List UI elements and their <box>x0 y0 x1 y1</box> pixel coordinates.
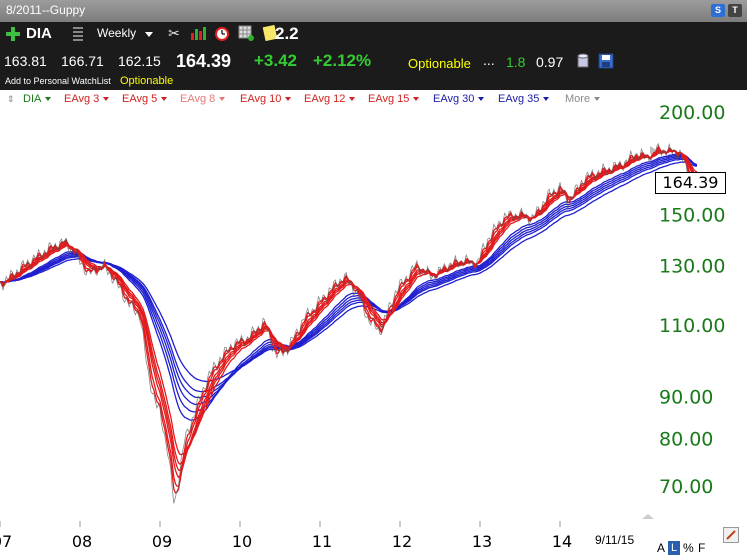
optionable-label: Optionable <box>408 56 471 71</box>
x-tick-label: 13 <box>472 532 492 551</box>
quote-change: +3.42 <box>254 51 298 70</box>
quote-low: 162.15 <box>118 53 161 69</box>
s-button[interactable]: S <box>711 4 725 17</box>
y-tick-label: 90.00 <box>659 386 713 408</box>
edit-pencil-icon[interactable] <box>723 527 739 543</box>
ratio-value: 2.2 <box>275 24 299 43</box>
y-tick-label: 110.00 <box>659 315 725 337</box>
study-eavg-35[interactable]: EAvg 35 <box>498 93 550 105</box>
price-line <box>0 142 698 504</box>
quote-high: 166.71 <box>61 53 104 69</box>
studies-legend: ⇕ DIA EAvg 3 EAvg 5 EAvg 8 EAvg 10 EAvg … <box>0 90 747 109</box>
short-ema-line <box>0 147 698 488</box>
y-tick-label: 150.00 <box>659 204 725 226</box>
study-eavg-12[interactable]: EAvg 12 <box>304 93 356 105</box>
price-marker-arrow-icon <box>650 146 656 154</box>
study-eavg-5[interactable]: EAvg 5 <box>122 93 168 105</box>
scale-option-l[interactable]: L <box>668 541 680 555</box>
x-tick-label: 11 <box>312 532 332 551</box>
long-ema-line <box>0 153 698 421</box>
y-axis: 200.00 150.00 130.00 110.00 90.00 80.00 70.00 <box>659 102 725 498</box>
study-eavg-10[interactable]: EAvg 10 <box>240 93 292 105</box>
x-tick-label: 12 <box>392 532 412 551</box>
window-title: 8/2011--Guppy <box>6 3 86 17</box>
value-green: 1.8 <box>506 54 526 70</box>
tools-icon[interactable]: ✂ <box>168 25 180 41</box>
study-dia[interactable]: DIA <box>23 93 52 105</box>
study-eavg-15[interactable]: EAvg 15 <box>368 93 420 105</box>
symbol-input[interactable]: DIA <box>26 25 52 42</box>
short-ema-line <box>0 149 698 479</box>
study-more[interactable]: More <box>565 93 601 105</box>
quote-last: 164.39 <box>176 51 232 71</box>
scroll-up-icon[interactable] <box>642 514 654 519</box>
price-line-group <box>0 142 700 504</box>
legend-grip-icon[interactable]: ⇕ <box>7 94 15 104</box>
y-tick-label: 130.00 <box>659 255 725 277</box>
x-tick-label: 08 <box>72 532 92 551</box>
short-ema-line <box>0 150 698 456</box>
database-icon[interactable] <box>575 53 591 69</box>
study-eavg-3[interactable]: EAvg 3 <box>64 93 110 105</box>
quote-open: 163.81 <box>4 53 47 69</box>
x-tick-label: 10 <box>232 532 252 551</box>
quote-toolbar: DIA Weekly ✂ 2.2 163.81 166.71 162.15 16… <box>0 22 747 90</box>
x-axis: 07 08 09 10 11 12 13 14 <box>0 521 572 551</box>
y-tick-label: 200.00 <box>659 102 725 124</box>
optionable-label-2: Optionable <box>120 75 174 87</box>
long-ema-line <box>0 161 698 383</box>
more-ellipsis[interactable]: ... <box>483 52 495 68</box>
list-grip-icon[interactable] <box>73 27 83 41</box>
note-icon[interactable] <box>262 24 278 42</box>
short-ema-line <box>0 145 698 494</box>
last-date-label: 9/11/15 <box>595 533 635 547</box>
chart-bars-icon[interactable] <box>190 25 206 41</box>
x-tick-label: 14 <box>552 532 572 551</box>
add-to-watchlist-link[interactable]: Add to Personal WatchList <box>5 76 111 86</box>
long-ema-ribbon <box>0 153 698 421</box>
chevron-down-icon[interactable] <box>145 32 153 37</box>
long-ema-line <box>0 158 698 393</box>
x-tick-label: 07 <box>0 532 12 551</box>
save-icon[interactable] <box>598 53 614 69</box>
add-plus-icon[interactable] <box>6 27 20 41</box>
scale-option-f[interactable]: F <box>698 541 706 555</box>
quote-change-pct: +2.12% <box>313 51 372 70</box>
alarm-clock-icon[interactable] <box>214 25 230 41</box>
last-price-box: 164.39 <box>655 172 726 194</box>
y-tick-label: 80.00 <box>659 428 713 450</box>
short-ema-ribbon <box>0 145 698 494</box>
y-tick-label: 70.00 <box>659 476 713 498</box>
grid-plus-icon[interactable] <box>238 25 254 41</box>
study-eavg-30[interactable]: EAvg 30 <box>433 93 485 105</box>
scale-option-a[interactable]: A <box>657 541 666 555</box>
scale-option-pct[interactable]: % <box>683 541 694 555</box>
study-eavg-8[interactable]: EAvg 8 <box>180 93 226 105</box>
t-menu-button[interactable]: T <box>728 4 742 17</box>
period-select[interactable]: Weekly <box>97 26 137 40</box>
value-white: 0.97 <box>536 54 564 70</box>
x-tick-label: 09 <box>152 532 172 551</box>
